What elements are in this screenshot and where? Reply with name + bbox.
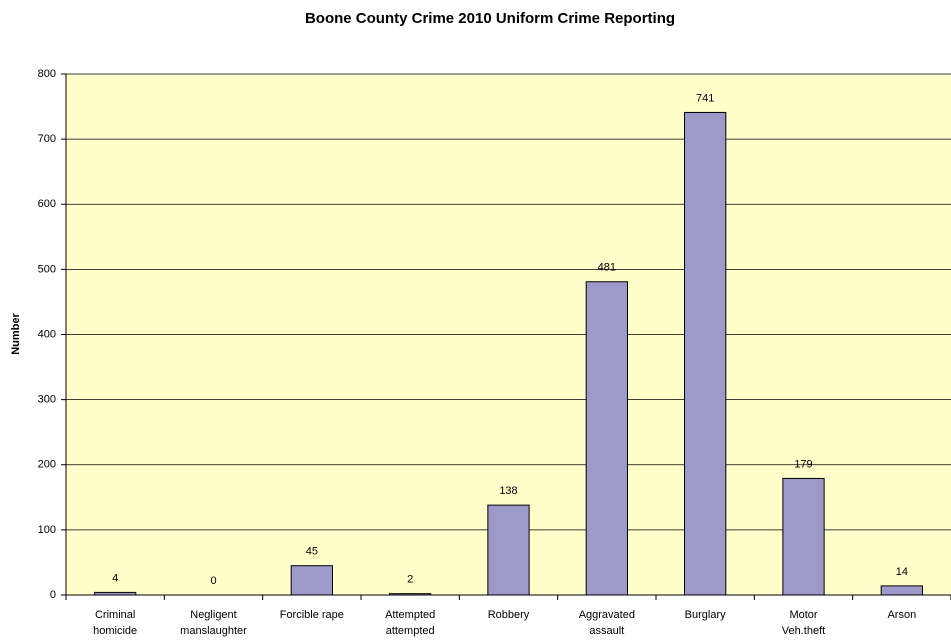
x-tick-label: Attempted attempted bbox=[385, 609, 435, 637]
y-tick-label: 300 bbox=[38, 394, 56, 406]
x-tick-label: Motor Veh.theft bbox=[782, 609, 825, 637]
x-tick-label: Arson bbox=[887, 609, 916, 621]
x-tick-label: Robbery bbox=[488, 609, 530, 621]
x-tick-label: Aggravated assault bbox=[579, 609, 635, 637]
value-label: 0 bbox=[210, 575, 216, 587]
y-axis-title: Number bbox=[10, 313, 22, 355]
y-tick-label: 0 bbox=[50, 589, 56, 601]
value-label: 741 bbox=[696, 92, 714, 104]
bar bbox=[290, 565, 333, 596]
y-tick-label: 100 bbox=[38, 524, 56, 536]
y-tick-label: 200 bbox=[38, 459, 56, 471]
x-tick-label: Burglary bbox=[685, 609, 726, 621]
x-tick-label: Negligent manslaughter bbox=[180, 609, 247, 637]
bar bbox=[684, 111, 727, 596]
value-label: 2 bbox=[407, 574, 413, 586]
value-label: 14 bbox=[896, 566, 908, 578]
bar bbox=[487, 504, 530, 596]
x-tick-label: Criminal homicide bbox=[93, 609, 137, 637]
chart-title: Boone County Crime 2010 Uniform Crime Re… bbox=[305, 10, 675, 27]
bar bbox=[782, 477, 825, 596]
value-label: 4 bbox=[112, 572, 118, 584]
value-label: 179 bbox=[794, 458, 812, 470]
y-tick-label: 500 bbox=[38, 263, 56, 275]
value-label: 481 bbox=[598, 262, 616, 274]
value-label: 138 bbox=[499, 485, 517, 497]
bar bbox=[880, 585, 923, 596]
value-label: 45 bbox=[306, 546, 318, 558]
x-tick-label: Forcible rape bbox=[280, 609, 344, 621]
y-tick-label: 800 bbox=[38, 68, 56, 80]
y-tick-label: 600 bbox=[38, 198, 56, 210]
y-tick-label: 700 bbox=[38, 133, 56, 145]
y-tick-label: 400 bbox=[38, 328, 56, 340]
bar bbox=[585, 281, 628, 596]
